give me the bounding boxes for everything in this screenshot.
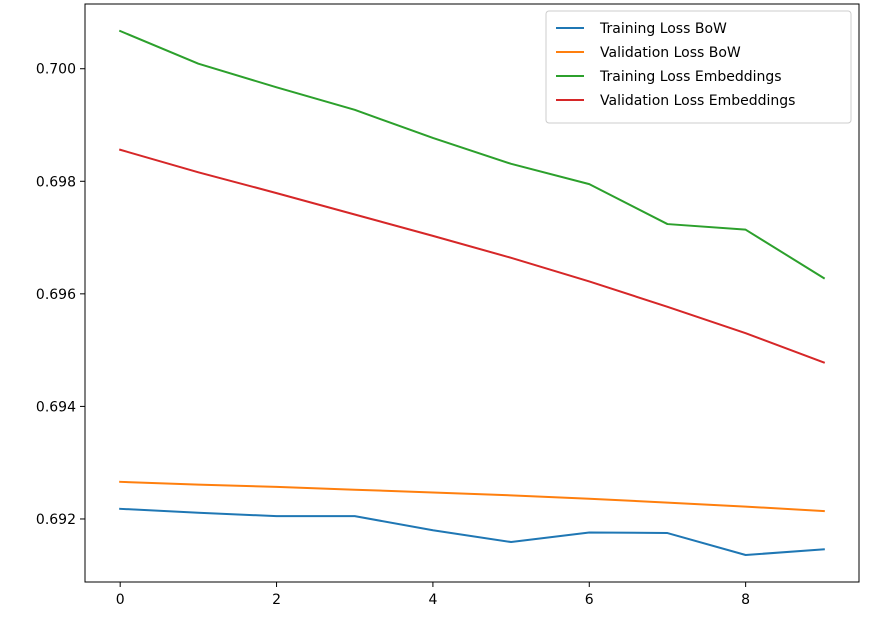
legend-label-2: Validation Loss BoW <box>600 45 741 61</box>
series-line-4 <box>118 148 826 364</box>
legend-label-3: Training Loss Embeddings <box>599 69 782 85</box>
series-line-3 <box>118 29 826 280</box>
x-tick-label: 6 <box>585 592 594 608</box>
y-tick-label: 0.694 <box>36 399 76 415</box>
y-tick-label: 0.700 <box>36 62 76 78</box>
y-axis: 0.692 0.694 0.696 0.698 0.700 <box>36 62 85 528</box>
plot-area-frame <box>84 3 860 583</box>
series-line-2 <box>119 480 825 513</box>
series-line-1 <box>119 507 825 556</box>
x-tick-label: 0 <box>116 592 125 608</box>
legend-box <box>545 10 852 124</box>
legend: Training Loss BoW Validation Loss BoW Trai… <box>545 10 852 124</box>
series-layer <box>118 29 826 556</box>
x-tick-label: 2 <box>272 592 281 608</box>
y-tick-label: 0.692 <box>36 512 76 528</box>
y-tick-label: 0.698 <box>36 174 76 190</box>
legend-label-4: Validation Loss Embeddings <box>600 93 795 109</box>
x-tick-label: 8 <box>741 592 750 608</box>
y-tick-label: 0.696 <box>36 287 76 303</box>
legend-label-1: Training Loss BoW <box>599 21 727 37</box>
x-axis: 0 2 4 6 8 <box>116 582 750 608</box>
x-tick-label: 4 <box>428 592 437 608</box>
